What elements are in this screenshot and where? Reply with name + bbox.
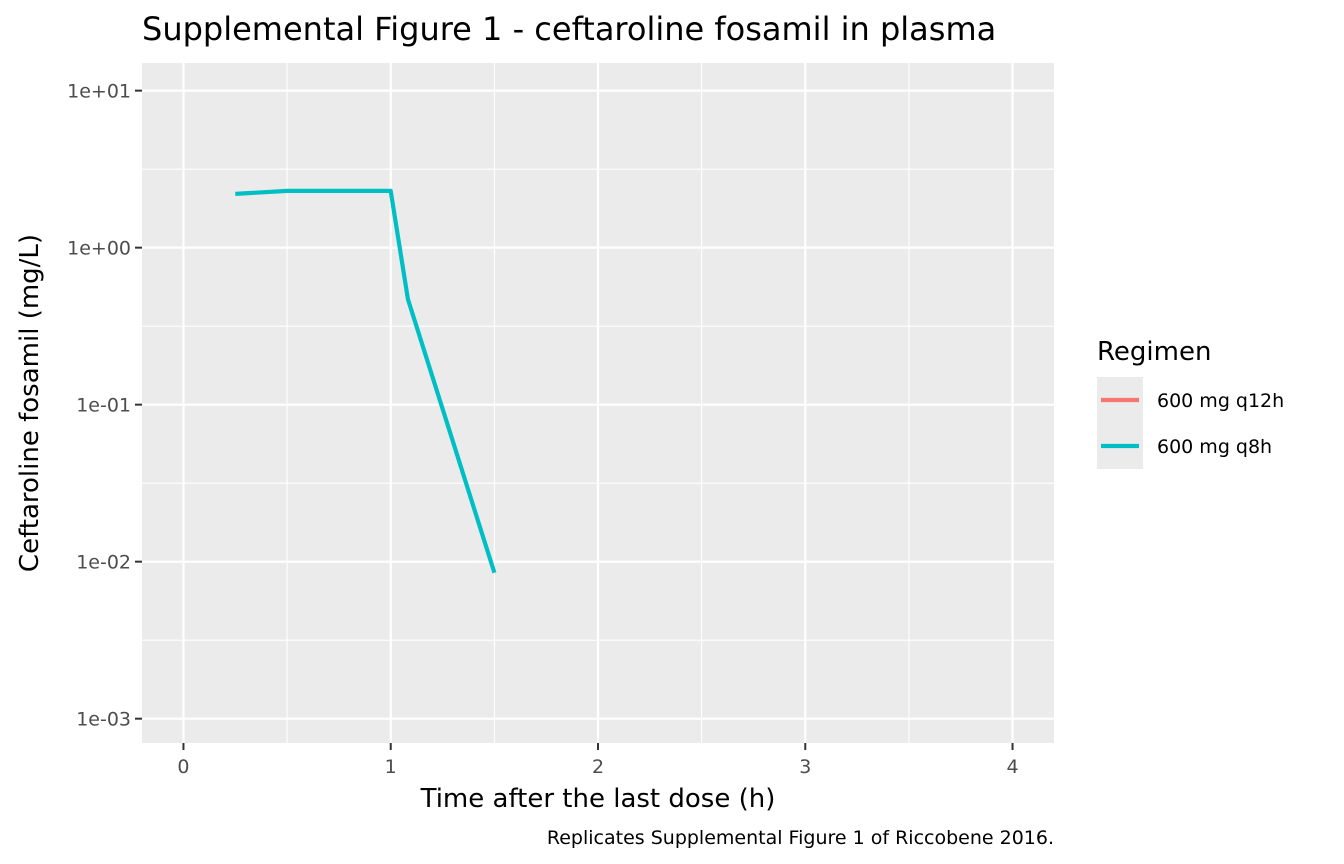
legend: Regimen 600 mg q12h 600 mg q8h <box>1097 337 1284 469</box>
legend-items: 600 mg q12h 600 mg q8h <box>1097 377 1284 469</box>
y-tick-label: 1e-03 <box>76 709 131 731</box>
x-tick-label: 1 <box>385 756 397 778</box>
x-tick-label: 2 <box>592 756 604 778</box>
legend-label-2: 600 mg q8h <box>1157 436 1272 458</box>
x-tick-label: 0 <box>177 756 189 778</box>
series-layer <box>235 188 497 574</box>
x-tick-label: 3 <box>799 756 811 778</box>
caption: Replicates Supplemental Figure 1 of Ricc… <box>547 827 1054 849</box>
x-axis-title: Time after the last dose (h) <box>420 784 776 814</box>
y-axis: 1e-03 1e-02 1e-01 1e+00 1e+01 <box>67 81 142 731</box>
grid-major <box>142 63 1054 743</box>
chart-title: Supplemental Figure 1 - ceftaroline fosa… <box>142 10 996 48</box>
legend-title: Regimen <box>1097 337 1211 367</box>
y-tick-label: 1e-02 <box>76 552 131 574</box>
y-tick-label: 1e+00 <box>67 238 131 260</box>
x-axis: 0 1 2 3 4 <box>177 743 1019 778</box>
y-axis-title: Ceftaroline fosamil (mg/L) <box>15 234 45 572</box>
legend-label-1: 600 mg q12h <box>1157 390 1284 412</box>
y-tick-label: 1e+01 <box>67 81 131 103</box>
series-line-2 <box>235 188 497 574</box>
y-tick-label: 1e-01 <box>76 395 131 417</box>
x-tick-label: 4 <box>1006 756 1018 778</box>
legend-key-background <box>1097 377 1143 469</box>
